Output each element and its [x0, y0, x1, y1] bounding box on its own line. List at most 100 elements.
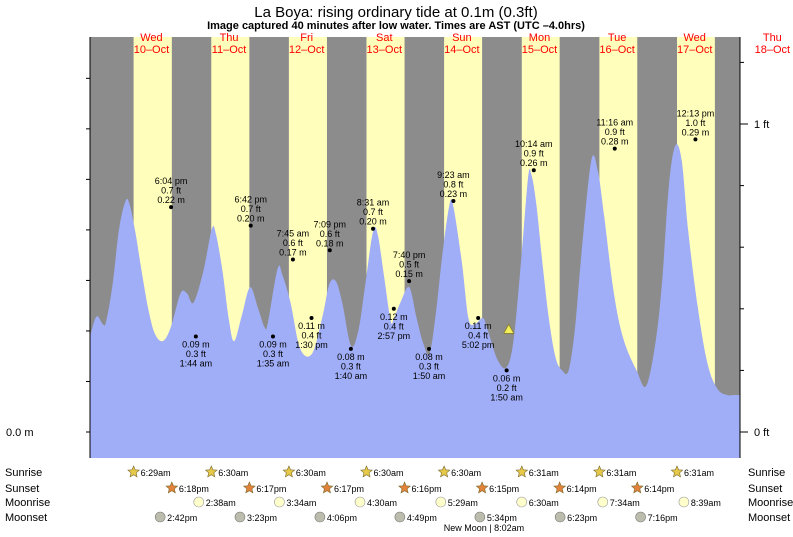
tide-event-label: 0.9 ft: [524, 149, 545, 159]
day-name: Wed: [684, 32, 706, 44]
tide-event-label: 0.6 ft: [283, 238, 304, 248]
tide-event-dot-2: [248, 223, 253, 228]
moonset-icon: [635, 511, 646, 523]
tide-event-label: 0.2 ft: [497, 383, 518, 393]
tide-event-dot-16: [612, 146, 617, 151]
tide-event-dot-15: [531, 168, 536, 173]
moon-time-label: 2:42pm: [167, 513, 197, 523]
sun-time-label: 6:17pm: [256, 484, 286, 494]
tide-event-label: 0.08 m: [337, 352, 365, 362]
tide-event-label: 1:30 pm: [295, 340, 328, 350]
moonrise-icon: [516, 496, 528, 508]
tide-event-dot-4: [290, 257, 295, 262]
day-name: Mon: [529, 32, 550, 44]
tide-event-label: 0.29 m: [682, 127, 710, 137]
tide-event-label: 0.06 m: [493, 373, 521, 383]
tide-event-label: 0.9 ft: [605, 127, 626, 137]
day-date: 18–Oct: [755, 44, 790, 56]
tide-event-label: 1:50 am: [490, 392, 523, 402]
tide-event-label: 0.28 m: [601, 137, 629, 147]
tide-event-label: 1:44 am: [180, 359, 213, 369]
tide-area: [90, 144, 740, 459]
sun-time-label: 6:14pm: [644, 484, 674, 494]
tide-event-label: 0.23 m: [440, 189, 468, 199]
tide-event-label: 11:16 am: [596, 118, 633, 128]
day-date: 10–Oct: [134, 44, 169, 56]
tide-event-dot-0: [169, 205, 174, 210]
sun-time-label: 6:30am: [296, 468, 326, 478]
tide-event-label: 0.6 ft: [320, 229, 341, 239]
tide-event-label: 1:35 am: [257, 359, 290, 369]
moon-time-label: 7:34am: [610, 498, 640, 508]
moon-time-label: 6:30am: [529, 498, 559, 508]
moon-time-label: 4:49pm: [407, 513, 437, 523]
day-date: 12–Oct: [289, 44, 324, 56]
tide-event-label: 7:45 am: [277, 229, 310, 239]
day-name: Sun: [452, 32, 472, 44]
chart-title: La Boya: rising ordinary tide at 0.1m (0…: [254, 4, 537, 21]
tide-event-dot-7: [348, 346, 353, 351]
sun-time-label: 6:29am: [141, 468, 171, 478]
row-label-left: Sunset: [5, 483, 39, 495]
astro-rows: Sunrise Sunrise 6:29am 6:30am 6:30am 6:30am 6:…: [5, 465, 793, 524]
moon-time-label: 3:23pm: [247, 513, 277, 523]
row-label-right: Sunset: [748, 483, 782, 495]
moon-time-label: 5:29am: [448, 498, 478, 508]
sun-time-label: 6:30am: [451, 468, 481, 478]
tide-event-label: 0.20 m: [359, 217, 387, 227]
row-label-right: Moonset: [748, 512, 790, 524]
day-name: Thu: [763, 32, 782, 44]
sunset-icon: [320, 481, 334, 494]
tide-event-dot-9: [391, 306, 396, 311]
moon-time-label: 5:34pm: [487, 513, 517, 523]
tide-area-path: [90, 144, 740, 459]
moonset-icon: [234, 511, 246, 523]
tide-event-label: 0.8 ft: [443, 180, 464, 190]
moonset-icon: [554, 511, 566, 523]
day-date: 16–Oct: [599, 44, 634, 56]
sunrise-icon: [670, 465, 684, 478]
sunrise-icon: [282, 465, 296, 478]
tide-event-label: 0.4 ft: [468, 331, 489, 341]
sunrise-icon: [515, 465, 529, 478]
sun-time-label: 6:30am: [218, 468, 248, 478]
moonset-icon: [474, 511, 486, 523]
tide-event-label: 0.17 m: [279, 248, 307, 258]
sun-time-label: 6:31am: [529, 468, 559, 478]
moon-time-label: 4:30am: [367, 498, 397, 508]
sun-time-label: 6:15pm: [489, 484, 519, 494]
sun-time-label: 6:31am: [684, 468, 714, 478]
tide-event-label: 6:42 pm: [234, 195, 267, 205]
day-headers: Wed10–OctThu11–OctFri12–OctSat13–OctSun1…: [134, 32, 790, 56]
day-date: 17–Oct: [677, 44, 712, 56]
tide-event-label: 0.3 ft: [186, 349, 207, 359]
tide-event-dot-8: [371, 226, 376, 231]
row-label-right: Moonrise: [748, 497, 793, 509]
sunrise-icon: [437, 465, 451, 478]
tide-event-label: 7:40 pm: [393, 250, 426, 260]
sun-time-label: 6:14pm: [567, 484, 597, 494]
tide-event-label: 0.7 ft: [363, 207, 384, 217]
day-name: Tue: [608, 32, 627, 44]
sunrise-icon: [592, 465, 606, 478]
tide-event-label: 1.0 ft: [685, 118, 706, 128]
tide-event-label: 0.11 m: [298, 321, 325, 331]
day-date: 14–Oct: [444, 44, 479, 56]
moon-time-label: 4:06pm: [327, 513, 357, 523]
tide-event-dot-17: [693, 137, 698, 142]
right-tick-label: 1 ft: [754, 119, 769, 131]
tide-event-label: 0.26 m: [520, 158, 548, 168]
new-moon-label: New Moon | 8:02am: [444, 523, 524, 533]
tide-event-label: 0.3 ft: [419, 361, 440, 371]
tide-event-dot-3: [270, 334, 275, 339]
chart-subtitle: Image captured 40 minutes after low wate…: [207, 20, 585, 32]
tide-event-label: 0.09 m: [259, 340, 287, 350]
tide-event-label: 0.7 ft: [241, 204, 262, 214]
tide-event-label: 5:02 pm: [462, 340, 495, 350]
now-marker-icon: [503, 323, 515, 334]
row-label-right: Sunrise: [748, 467, 785, 479]
sun-time-label: 6:31am: [606, 468, 636, 478]
sunrise-icon: [127, 465, 141, 478]
tide-event-dot-1: [193, 334, 198, 339]
